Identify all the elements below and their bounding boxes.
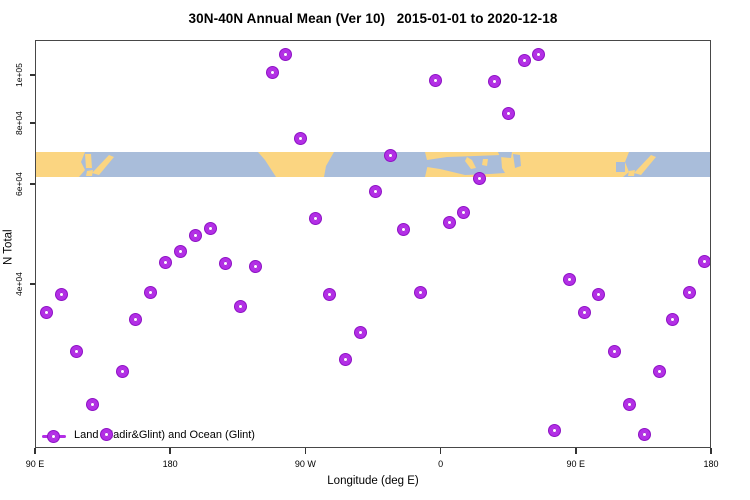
plot-area — [35, 40, 711, 448]
legend-label: Land (Nadir&Glint) and Ocean (Glint) — [74, 429, 255, 441]
sea-caspian-shape — [513, 154, 521, 168]
data-point — [563, 273, 575, 285]
data-point — [623, 399, 635, 411]
land-east-asia-shape — [35, 152, 85, 177]
data-point — [489, 76, 501, 88]
chart-title: 30N-40N Annual Mean (Ver 10) 2015-01-01 … — [188, 11, 558, 26]
y-axis-tick — [29, 122, 35, 124]
world-map-strip — [35, 152, 711, 177]
data-point — [549, 424, 561, 436]
data-point — [414, 286, 426, 298]
x-axis-tick — [34, 448, 36, 454]
data-point — [116, 365, 128, 377]
x-tick-label: 0 — [438, 459, 444, 469]
x-axis-tick — [575, 448, 577, 454]
data-point — [55, 288, 67, 300]
y-axis-title: N Total — [2, 229, 15, 265]
data-point — [608, 346, 620, 358]
data-point — [323, 288, 335, 300]
x-tick-label: 90 E — [25, 459, 45, 469]
x-axis-tick — [304, 448, 307, 454]
data-point — [219, 258, 231, 270]
land-island-2-shape — [628, 170, 635, 176]
x-axis-tick — [439, 448, 442, 454]
data-point — [86, 399, 98, 411]
data-point — [266, 67, 278, 79]
data-point — [519, 54, 531, 66]
data-point — [503, 107, 515, 119]
data-point — [205, 223, 217, 235]
sea-black-shape — [498, 152, 512, 158]
data-point — [70, 346, 82, 358]
data-point — [578, 306, 590, 318]
data-point — [100, 429, 112, 441]
data-point — [397, 224, 409, 236]
y-axis-tick — [29, 183, 35, 185]
x-tick-label: 90 W — [294, 459, 316, 469]
data-point — [339, 353, 351, 365]
data-point — [130, 313, 142, 325]
x-axis-tick — [169, 448, 171, 454]
data-point — [533, 48, 545, 60]
land-island-shape — [86, 170, 93, 176]
data-point — [190, 230, 202, 242]
data-point — [667, 313, 679, 325]
data-point — [429, 75, 441, 87]
data-point — [638, 429, 650, 441]
data-point — [474, 172, 486, 184]
y-axis-tick — [29, 283, 35, 285]
x-axis-title: Longitude (deg E) — [327, 475, 419, 487]
legend-point-symbol — [48, 430, 59, 442]
data-point — [698, 255, 710, 267]
data-point — [458, 207, 470, 219]
y-axis-tick — [29, 74, 35, 76]
data-point — [249, 260, 261, 272]
data-point — [294, 133, 306, 145]
data-point — [280, 48, 292, 60]
land-greece-shape — [482, 159, 488, 166]
land-korea-shape — [85, 154, 92, 168]
data-point — [175, 246, 187, 258]
data-point — [653, 365, 665, 377]
data-point — [354, 327, 366, 339]
land-africa-eurasia-shape — [425, 152, 629, 177]
data-point — [160, 256, 172, 268]
sea-bohai-shape — [616, 162, 625, 172]
data-point — [592, 288, 604, 300]
x-tick-label: 180 — [703, 459, 719, 469]
x-axis-tick — [710, 448, 712, 454]
data-point — [234, 301, 246, 313]
data-point — [384, 150, 396, 162]
data-point — [444, 216, 456, 228]
data-point — [40, 307, 52, 319]
data-point — [145, 287, 157, 299]
data-point — [369, 186, 381, 198]
y-tick-label: 8e+04 — [14, 111, 24, 135]
data-point — [309, 213, 321, 225]
land-italy-shape — [465, 157, 476, 169]
data-point — [683, 287, 695, 299]
x-tick-label: 90 E — [566, 459, 586, 469]
x-tick-label: 180 — [162, 459, 178, 469]
